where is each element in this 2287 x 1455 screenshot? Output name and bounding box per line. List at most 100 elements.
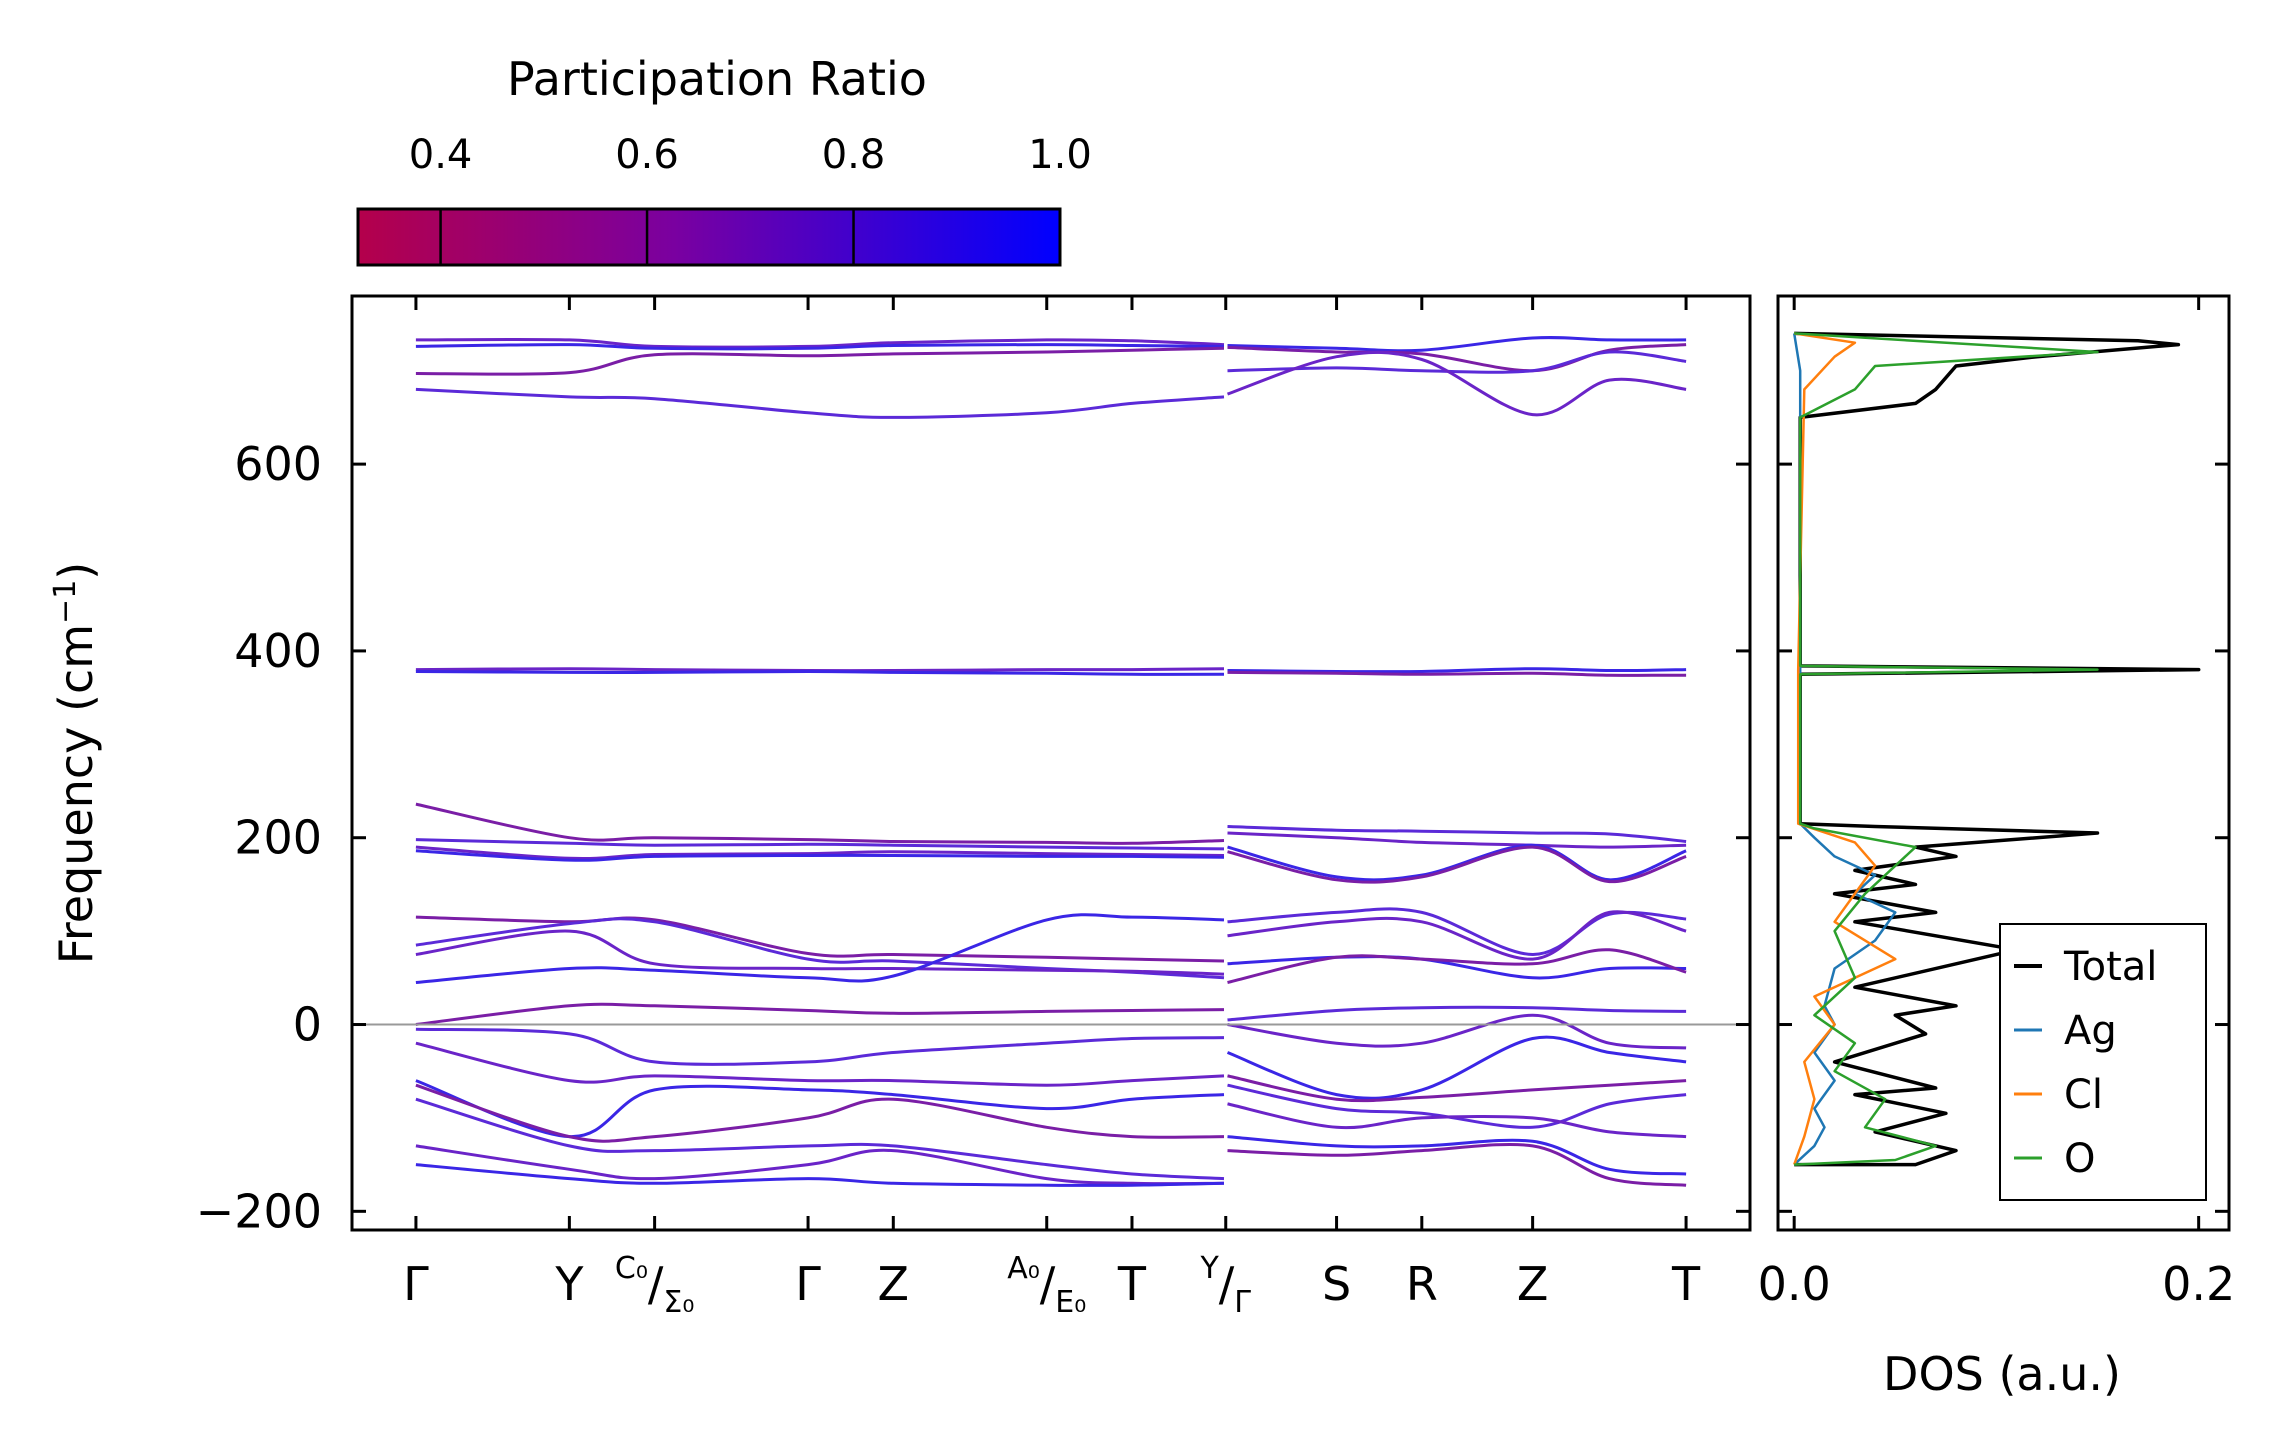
phonon-band	[1227, 667, 1687, 674]
k-label-lower: Σ₀	[663, 1285, 694, 1320]
dos-lines	[1792, 331, 2201, 1167]
k-point-label: Z	[878, 1257, 910, 1311]
k-point-label: S	[1322, 1257, 1351, 1311]
phonon-band	[1227, 336, 1687, 353]
phonon-band	[1227, 843, 1687, 882]
dos-series-total	[1794, 331, 2201, 1167]
k-point-label: A₀/E₀	[1007, 1251, 1086, 1320]
dos-axis-label: DOS (a.u.)	[1883, 1347, 2121, 1401]
phonon-band	[1227, 1005, 1687, 1022]
phonon-band	[415, 1041, 1225, 1087]
k-point-label: Γ	[403, 1257, 429, 1311]
k-point-label: Γ	[795, 1257, 821, 1311]
band-plot-area	[352, 296, 1750, 1230]
dos-series-cl	[1793, 332, 1897, 1166]
legend-label: O	[2064, 1136, 2095, 1182]
y-tick-label: 600	[234, 437, 322, 491]
phonon-band	[1227, 825, 1687, 843]
legend-frame	[1999, 923, 2207, 1201]
dos-series-o	[1794, 332, 2099, 1166]
colorbar-tick-label: 1.0	[1028, 132, 1092, 178]
phonon-band	[1227, 1102, 1687, 1139]
ylabel-main: Frequency (cm	[49, 624, 103, 964]
y-tick-label: 0	[293, 998, 322, 1052]
frequency-ticks: −200 0 200 400 600	[196, 437, 1750, 1238]
frequency-axis-label: Frequency (cm−1)	[48, 562, 104, 965]
ylabel-superscript: −1	[48, 580, 83, 624]
colorbar-tick-label: 0.4	[409, 132, 473, 178]
phonon-band	[1227, 1013, 1687, 1050]
phonon-band	[415, 669, 1225, 676]
phonon-band	[1227, 831, 1687, 849]
phonon-band	[415, 1002, 1225, 1026]
phonon-band	[415, 838, 1225, 851]
phonon-band	[1227, 1135, 1687, 1176]
phonon-band	[1227, 907, 1687, 957]
phonon-band	[1227, 1074, 1687, 1103]
k-label-slash: /	[1040, 1257, 1056, 1311]
dos-x-tick-label: 0.2	[2162, 1257, 2235, 1311]
phonon-band	[415, 343, 1225, 351]
legend-label: Total	[2063, 944, 2157, 990]
phonon-band	[1227, 670, 1687, 677]
phonon-band	[415, 849, 1225, 862]
phonon-band	[415, 929, 1225, 976]
phonon-band	[1227, 1143, 1687, 1187]
phonon-band	[415, 337, 1225, 349]
phonon-band	[415, 346, 1225, 376]
colorbar: Participation Ratio 0.4 0.6 0.8 1.0	[356, 52, 1092, 267]
phonon-band	[1227, 343, 1687, 373]
k-label-upper: A₀	[1007, 1251, 1040, 1286]
legend-label: Ag	[2064, 1008, 2117, 1054]
colorbar-ticks: 0.4 0.6 0.8 1.0	[409, 132, 1092, 265]
dos-panel: 0.0 0.2 DOS (a.u.) Total Ag Cl O	[1758, 294, 2235, 1401]
k-point-label: T	[1117, 1257, 1147, 1311]
y-tick-label: 200	[234, 811, 322, 865]
phonon-band	[415, 913, 1225, 984]
band-lines	[415, 336, 1687, 1187]
k-label-upper: Y	[1199, 1251, 1219, 1286]
k-point-label: C₀/Σ₀	[615, 1251, 694, 1320]
phonon-band	[415, 1083, 1225, 1143]
k-point-label: Z	[1517, 1257, 1549, 1311]
phonon-band	[415, 387, 1225, 419]
colorbar-tick-label: 0.8	[822, 132, 886, 178]
phonon-band	[1227, 350, 1687, 417]
k-label-slash: /	[648, 1257, 664, 1311]
y-tick-label: −200	[196, 1184, 322, 1238]
y-tick-label: 400	[234, 624, 322, 678]
k-label-lower: Γ	[1234, 1285, 1251, 1320]
phonon-band	[1227, 910, 1687, 961]
k-point-label: Y	[554, 1257, 584, 1311]
kpoint-ticks: Γ Y C₀/Σ₀ Γ Z A₀/E₀ T Y/Γ S R Z T	[403, 296, 1701, 1320]
k-point-label: Y/Γ	[1199, 1251, 1251, 1320]
phonon-band	[415, 802, 1225, 845]
phonon-band	[415, 915, 1225, 963]
phonon-band	[415, 1144, 1225, 1186]
k-label-upper: C₀	[615, 1251, 648, 1286]
phonon-band	[415, 1097, 1225, 1181]
k-point-label: R	[1406, 1257, 1438, 1311]
k-point-label: T	[1671, 1257, 1701, 1311]
phonon-band	[1227, 350, 1687, 374]
phonon-band	[415, 1163, 1225, 1187]
dos-x-tick-label: 0.0	[1758, 1257, 1831, 1311]
dos-ticks: 0.0 0.2	[1758, 296, 2235, 1311]
phonon-band	[1226, 1035, 1687, 1100]
phonon-band	[1227, 845, 1687, 884]
colorbar-title: Participation Ratio	[507, 52, 927, 106]
k-label-slash: /	[1219, 1257, 1235, 1311]
colorbar-tick-label: 0.6	[615, 132, 679, 178]
dos-legend: Total Ag Cl O	[1999, 923, 2207, 1201]
legend-label: Cl	[2064, 1072, 2103, 1118]
phonon-band	[1227, 1083, 1687, 1129]
phonon-band	[1227, 955, 1687, 980]
phonon-band	[415, 1027, 1225, 1066]
dos-plot-frame	[1776, 294, 2231, 1232]
phonon-band	[1227, 948, 1687, 984]
band-plot-frame	[350, 294, 1752, 1232]
k-label-lower: E₀	[1055, 1285, 1086, 1320]
ylabel-end: )	[49, 562, 103, 580]
